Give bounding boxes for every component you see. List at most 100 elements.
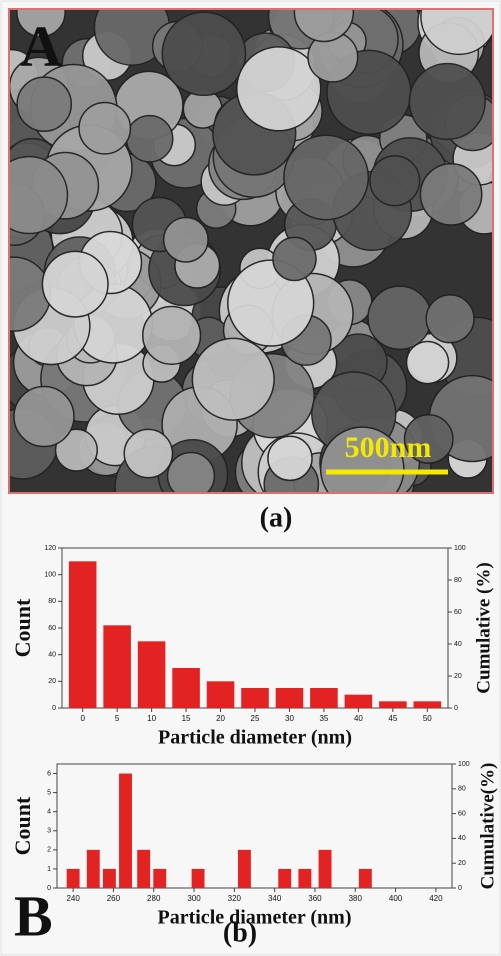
x-tick-label: 0: [80, 714, 85, 723]
particle: [268, 436, 312, 480]
particle: [368, 286, 431, 349]
y2-tick-label: 60: [458, 810, 466, 817]
bar: [310, 688, 338, 708]
x-tick-label: 420: [429, 894, 443, 903]
y2-axis-label: Cumulative(%): [477, 763, 498, 890]
particle: [126, 116, 172, 162]
y-tick-label: 4: [47, 809, 51, 816]
x-tick-label: 45: [388, 714, 397, 723]
y2-tick-label: 80: [458, 786, 466, 793]
x-tick-label: 15: [182, 714, 191, 723]
y2-tick-label: 40: [454, 641, 462, 648]
y2-tick-label: 20: [458, 860, 466, 867]
y2-tick-label: 40: [458, 835, 466, 842]
y-tick-label: 6: [47, 770, 51, 777]
particle: [143, 307, 201, 365]
particle: [79, 102, 130, 153]
x-tick-label: 20: [216, 714, 225, 723]
figure: A 500nm (a) B (b) 0510152025303540455002…: [0, 0, 501, 956]
y-tick-label: 2: [47, 847, 51, 854]
x-tick-label: 25: [251, 714, 260, 723]
bar: [67, 869, 80, 888]
bar: [207, 681, 235, 708]
particle: [42, 251, 108, 317]
bar: [298, 869, 311, 888]
y-tick-label: 0: [47, 885, 51, 892]
y-tick-label: 1: [47, 866, 51, 873]
bar: [103, 869, 116, 888]
y-tick-label: 3: [47, 828, 51, 835]
x-tick-label: 40: [354, 714, 363, 723]
bar: [379, 701, 407, 708]
y-tick-label: 80: [48, 598, 56, 605]
bar: [172, 668, 200, 708]
panel-label: A: [20, 13, 62, 78]
y2-tick-label: 60: [454, 609, 462, 616]
particle: [162, 12, 245, 95]
y2-axis-label: Cumulative (%): [473, 562, 494, 693]
bar: [319, 850, 332, 888]
y-tick-label: 0: [52, 705, 56, 712]
x-tick-label: 380: [349, 894, 363, 903]
bar: [87, 850, 100, 888]
y2-tick-label: 0: [454, 705, 458, 712]
particle: [426, 295, 474, 343]
x-tick-label: 320: [228, 894, 242, 903]
x-tick-label: 300: [187, 894, 201, 903]
bar: [69, 561, 97, 708]
particle: [164, 217, 208, 261]
particle: [14, 387, 74, 447]
bar: [345, 695, 373, 708]
particle: [0, 157, 67, 234]
bar: [137, 850, 150, 888]
x-tick-label: 340: [268, 894, 282, 903]
caption: (a): [260, 502, 293, 533]
x-tick-label: 400: [389, 894, 403, 903]
y-axis-label: Count: [10, 598, 35, 657]
scale-bar-label: 500nm: [345, 431, 432, 464]
x-tick-label: 5: [115, 714, 120, 723]
bar: [414, 701, 442, 708]
x-axis-label: Particle diameter (nm): [158, 907, 352, 929]
y-tick-label: 100: [44, 572, 56, 579]
x-tick-label: 10: [147, 714, 156, 723]
y2-tick-label: 20: [454, 673, 462, 680]
x-tick-label: 35: [319, 714, 328, 723]
bar: [238, 850, 251, 888]
x-tick-label: 260: [107, 894, 121, 903]
bar: [103, 625, 131, 708]
x-tick-label: 240: [66, 894, 80, 903]
x-axis-label: Particle diameter (nm): [158, 727, 352, 749]
bar: [192, 869, 205, 888]
bar: [359, 869, 372, 888]
bar: [138, 641, 166, 708]
y-tick-label: 5: [47, 789, 51, 796]
y2-tick-label: 80: [454, 577, 462, 584]
y2-tick-label: 100: [458, 761, 470, 768]
panel-label: B: [14, 883, 53, 948]
x-tick-label: 50: [423, 714, 432, 723]
bar: [241, 688, 269, 708]
particle: [124, 429, 172, 477]
bar: [153, 869, 166, 888]
y2-tick-label: 0: [458, 885, 462, 892]
y-axis-label: Count: [10, 796, 35, 855]
bar: [119, 774, 132, 888]
y-tick-label: 20: [48, 678, 56, 685]
x-tick-label: 360: [308, 894, 322, 903]
particle: [406, 341, 448, 383]
particle: [284, 135, 368, 219]
particle: [420, 164, 481, 225]
x-tick-label: 280: [147, 894, 161, 903]
x-tick-label: 30: [285, 714, 294, 723]
bar: [276, 688, 304, 708]
y-tick-label: 120: [44, 545, 56, 552]
y-tick-label: 40: [48, 652, 56, 659]
y-tick-label: 60: [48, 625, 56, 632]
particle: [370, 156, 420, 206]
bar: [278, 869, 291, 888]
particle: [409, 64, 485, 140]
particle: [17, 77, 71, 131]
particle: [192, 338, 274, 420]
particle: [273, 237, 316, 280]
